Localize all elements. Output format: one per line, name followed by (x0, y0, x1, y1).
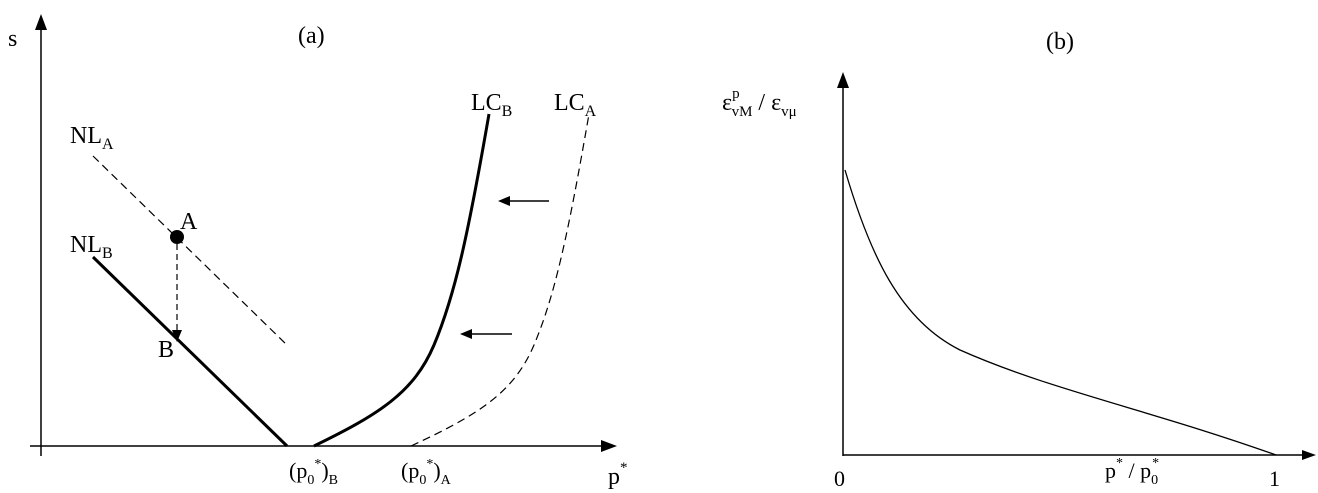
panel-a-x-axis-arrowhead (601, 440, 617, 452)
point-a-marker (170, 230, 184, 244)
tick-p0-b: (p0*)B (289, 457, 338, 488)
panel-b: (b) εp vM / εvμ 0 1 p* / p0* (722, 29, 1316, 491)
panel-a-x-axis-label: p* (608, 460, 628, 490)
nl-b-line (91, 255, 289, 448)
panel-b-y-axis-label: εp vM / εvμ (722, 86, 797, 120)
panel-a-y-axis-arrowhead (35, 14, 47, 30)
panel-a: (a) s p* NLA NLB A B LCB (8, 14, 628, 490)
lc-b-label: LCB (471, 90, 512, 120)
nl-a-label: NLA (70, 123, 114, 153)
plastic-strain-ratio-curve (844, 169, 1277, 456)
a-to-b-arrowhead (172, 330, 182, 342)
point-b-label: B (158, 337, 174, 363)
lc-a-label: LCA (554, 90, 597, 120)
tick-p0-a: (p0*)A (401, 457, 452, 488)
shift-arrow-lower-head (460, 329, 472, 339)
nl-b-label: NLB (70, 232, 113, 262)
nl-a-line (92, 155, 289, 347)
panel-b-y-axis-arrowhead (837, 72, 849, 88)
panel-b-x-axis-arrowhead (1302, 450, 1316, 460)
shift-arrow-upper-head (498, 196, 510, 206)
lc-b-curve (313, 113, 491, 448)
point-a-label: A (180, 209, 198, 235)
panel-b-tick-zero: 0 (834, 466, 845, 491)
panel-a-label: (a) (298, 23, 325, 49)
panel-b-tick-one: 1 (1269, 466, 1280, 491)
lc-a-curve (410, 113, 590, 447)
panel-a-y-axis-label: s (8, 26, 17, 52)
panel-b-label: (b) (1046, 29, 1074, 55)
panel-b-x-axis-label: p* / p0* (1105, 456, 1159, 488)
